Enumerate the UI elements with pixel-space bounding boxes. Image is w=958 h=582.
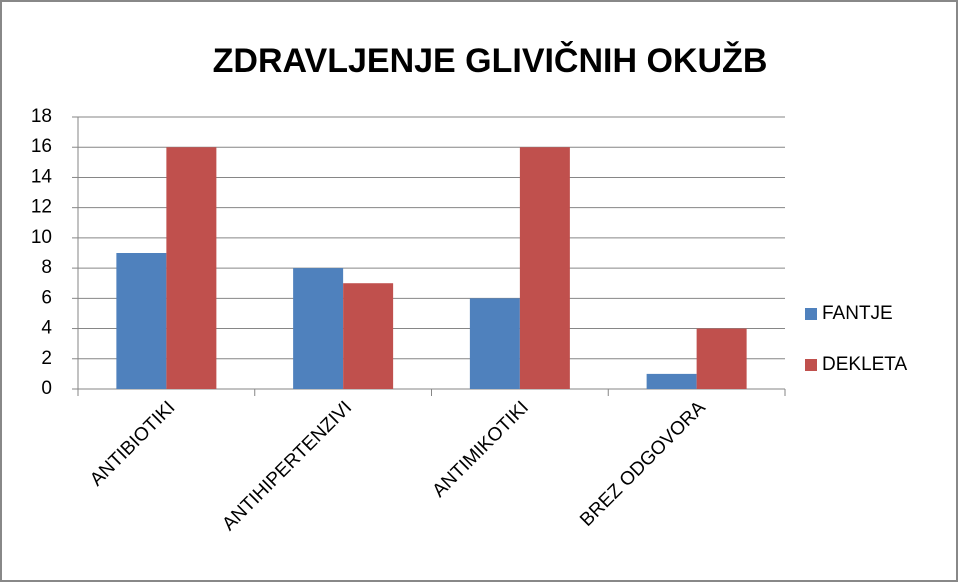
y-tick-label: 4 [41, 318, 52, 339]
bar [343, 283, 394, 389]
y-tick-label: 6 [41, 287, 52, 308]
bar [646, 373, 697, 389]
legend-swatch [805, 359, 817, 371]
y-tick-label: 14 [31, 166, 53, 187]
y-tick-label: 10 [31, 227, 52, 248]
chart-title: ZDRAVLJENJE GLIVIČNIH OKUŽB [213, 41, 768, 80]
bar [519, 147, 570, 389]
y-tick-label: 18 [31, 106, 52, 127]
bar [116, 253, 167, 389]
y-tick-label: 12 [31, 197, 52, 218]
y-tick-label: 8 [41, 257, 52, 278]
legend-label: FANTJE [822, 303, 893, 324]
bar [469, 298, 520, 389]
bar [696, 328, 747, 389]
legend-label: DEKLETA [822, 354, 908, 375]
bar [166, 147, 217, 389]
y-tick-label: 0 [41, 378, 52, 399]
bar [293, 268, 344, 389]
y-tick-label: 2 [41, 348, 52, 369]
y-tick-label: 16 [31, 136, 52, 157]
legend-swatch [805, 308, 817, 320]
